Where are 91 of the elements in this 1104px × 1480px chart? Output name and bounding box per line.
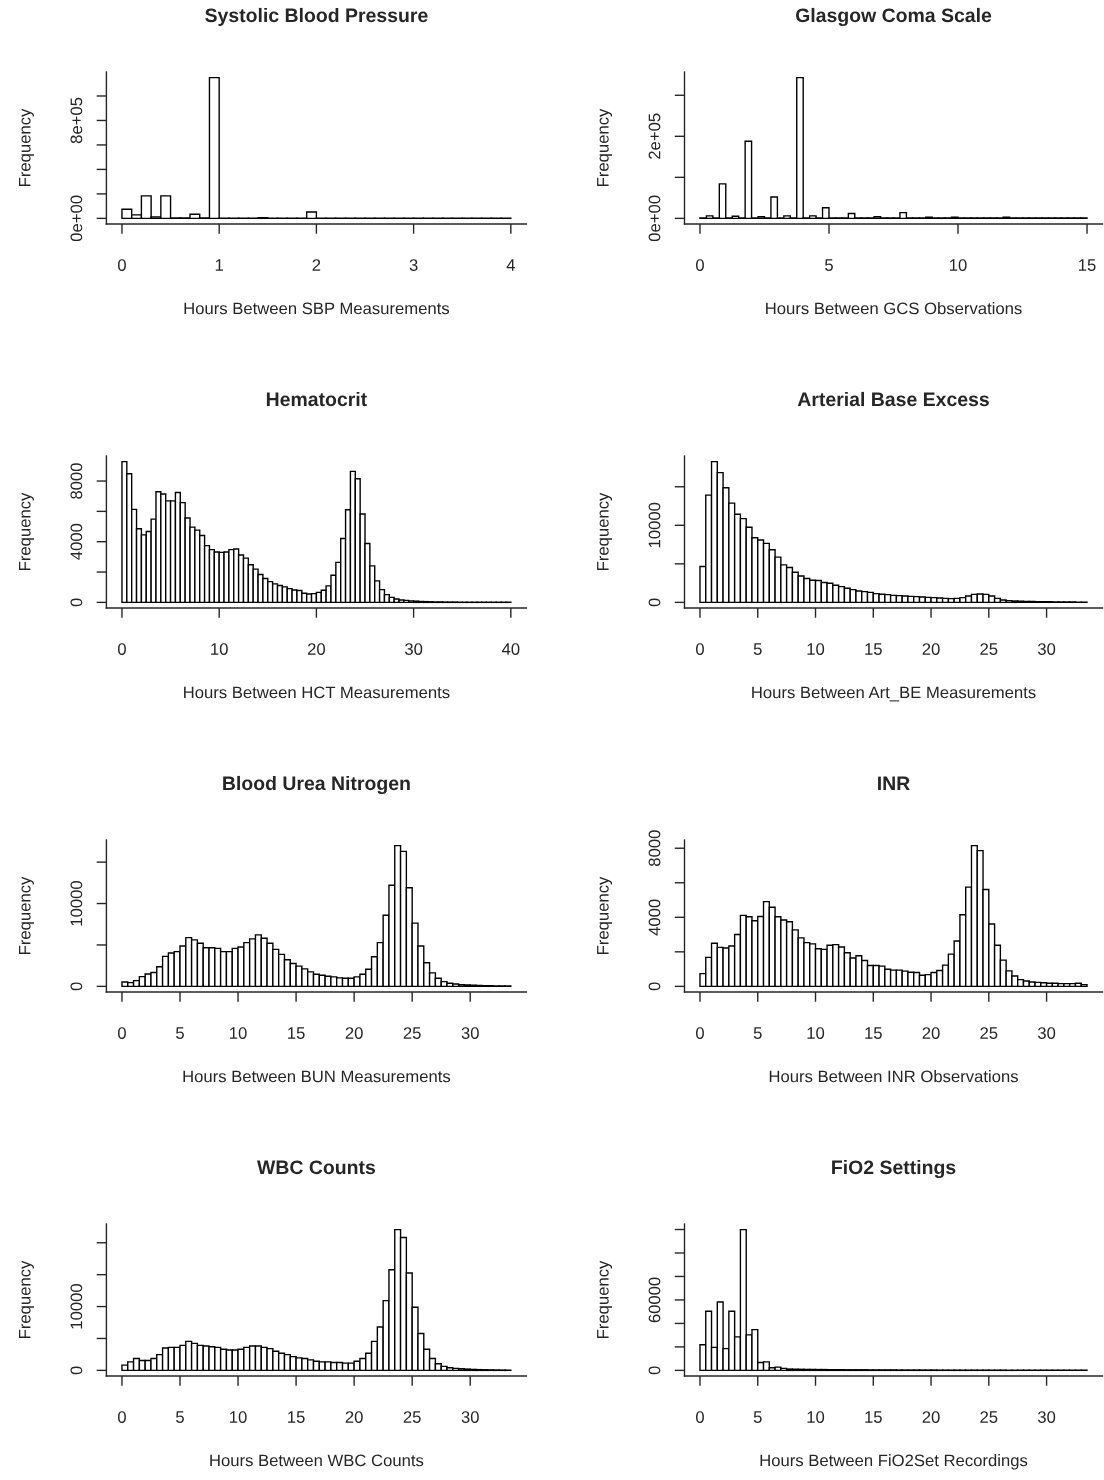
- x-tick-label: 5: [176, 1027, 184, 1039]
- x-tick-label: 25: [980, 643, 998, 655]
- x-tick-label: 0: [696, 1027, 704, 1039]
- x-axis-title: Hours Between Art_BE Measurements: [752, 686, 1036, 702]
- x-tick-label: 5: [825, 259, 833, 271]
- y-tick-label: 0e+00: [70, 195, 83, 242]
- x-tick-label: 15: [865, 1027, 882, 1039]
- y-tick-label: 10000: [648, 502, 661, 548]
- x-tick-label: 30: [461, 1027, 479, 1039]
- x-axis-title: Hours Between INR Observations: [769, 1070, 1018, 1083]
- x-tick-label: 5: [753, 643, 762, 655]
- x-tick-label: 0: [696, 1411, 704, 1423]
- x-axis-title: Hours Between FiO2Set Recordings: [760, 1454, 1028, 1470]
- y-tick-label: 4000: [648, 899, 661, 936]
- x-tick-label: 30: [1037, 643, 1056, 655]
- x-tick-label: 25: [980, 1027, 998, 1039]
- y-axis-title: Frequency: [18, 492, 34, 570]
- x-tick-label: 10: [950, 259, 967, 271]
- chart-title: Hematocrit: [266, 391, 367, 407]
- x-tick-label: 10: [807, 643, 825, 655]
- x-tick-label: 0: [117, 1411, 126, 1423]
- x-tick-label: 15: [288, 1027, 305, 1039]
- y-axis-title: Frequency: [597, 492, 613, 570]
- x-tick-label: 25: [403, 1411, 421, 1423]
- y-tick-label: 10000: [70, 881, 83, 926]
- x-tick-label: 30: [461, 1411, 479, 1423]
- x-tick-label: 3: [409, 259, 418, 271]
- x-tick-label: 10: [807, 1027, 825, 1039]
- chart-title: WBC Counts: [257, 1160, 376, 1175]
- x-tick-label: 10: [230, 1411, 247, 1423]
- x-tick-label: 15: [865, 1411, 882, 1423]
- y-tick-label: 0: [70, 1366, 83, 1375]
- y-axis-title: Frequency: [597, 108, 613, 186]
- x-tick-label: 15: [288, 1411, 305, 1423]
- y-tick-label: 0e+00: [648, 195, 661, 242]
- x-tick-label: 20: [345, 1411, 363, 1423]
- y-tick-label: 0: [70, 598, 83, 607]
- chart-title: Blood Urea Nitrogen: [223, 775, 410, 795]
- y-tick-label: 10000: [70, 1284, 83, 1329]
- x-tick-label: 4: [506, 259, 515, 271]
- y-axis-title: Frequency: [18, 1260, 34, 1338]
- y-tick-label: 8000: [648, 830, 661, 867]
- x-tick-label: 0: [117, 643, 126, 655]
- x-tick-label: 0: [117, 259, 126, 271]
- x-tick-label: 5: [176, 1411, 184, 1423]
- x-tick-label: 10: [807, 1411, 825, 1423]
- x-axis-title: Hours Between GCS Observations: [766, 302, 1022, 315]
- y-axis-title: Frequency: [18, 108, 34, 186]
- x-axis-title: Hours Between SBP Measurements: [184, 302, 450, 315]
- y-axis-title: Frequency: [597, 876, 613, 954]
- x-axis-title: Hours Between BUN Measurements: [183, 1070, 451, 1083]
- chart-title: Arterial Base Excess: [797, 391, 989, 407]
- x-tick-label: 2: [312, 259, 321, 271]
- x-axis-title: Hours Between HCT Measurements: [184, 686, 450, 699]
- chart-title: Systolic Blood Pressure: [205, 7, 428, 27]
- x-tick-label: 1: [215, 259, 223, 271]
- x-tick-label: 15: [865, 643, 882, 655]
- x-tick-label: 20: [922, 643, 940, 655]
- x-tick-label: 0: [117, 1027, 126, 1039]
- chart-title: FiO2 Settings: [832, 1159, 956, 1179]
- y-axis-title: Frequency: [18, 876, 34, 954]
- y-tick-label: 0: [648, 982, 661, 991]
- y-tick-label: 2e+05: [648, 113, 661, 159]
- y-tick-label: 8000: [70, 463, 83, 499]
- x-tick-label: 10: [230, 1027, 247, 1039]
- x-tick-label: 30: [1037, 1411, 1056, 1423]
- x-tick-label: 30: [404, 643, 423, 655]
- chart-title: Glasgow Coma Scale: [795, 7, 992, 27]
- y-tick-label: 4000: [70, 523, 83, 560]
- x-tick-label: 20: [345, 1027, 363, 1039]
- chart-title: INR: [878, 776, 910, 790]
- x-tick-label: 25: [980, 1411, 998, 1423]
- y-tick-label: 8e+05: [70, 97, 83, 144]
- x-tick-label: 5: [753, 1027, 762, 1039]
- x-tick-label: 20: [922, 1411, 940, 1423]
- x-tick-label: 5: [753, 1411, 762, 1423]
- x-tick-label: 30: [1037, 1027, 1056, 1039]
- y-tick-label: 0: [648, 598, 661, 607]
- x-tick-label: 40: [501, 643, 520, 655]
- y-tick-label: 60000: [648, 1277, 661, 1323]
- y-tick-label: 0: [648, 1366, 661, 1375]
- y-axis-title: Frequency: [597, 1260, 613, 1338]
- x-tick-label: 20: [307, 643, 326, 655]
- x-tick-label: 15: [1079, 259, 1096, 271]
- x-tick-label: 25: [403, 1027, 421, 1039]
- y-tick-label: 0: [70, 982, 83, 991]
- x-tick-label: 0: [696, 259, 704, 271]
- x-tick-label: 10: [211, 643, 228, 655]
- x-tick-label: 0: [696, 643, 704, 655]
- x-tick-label: 20: [922, 1027, 940, 1039]
- x-axis-title: Hours Between WBC Counts: [210, 1454, 424, 1467]
